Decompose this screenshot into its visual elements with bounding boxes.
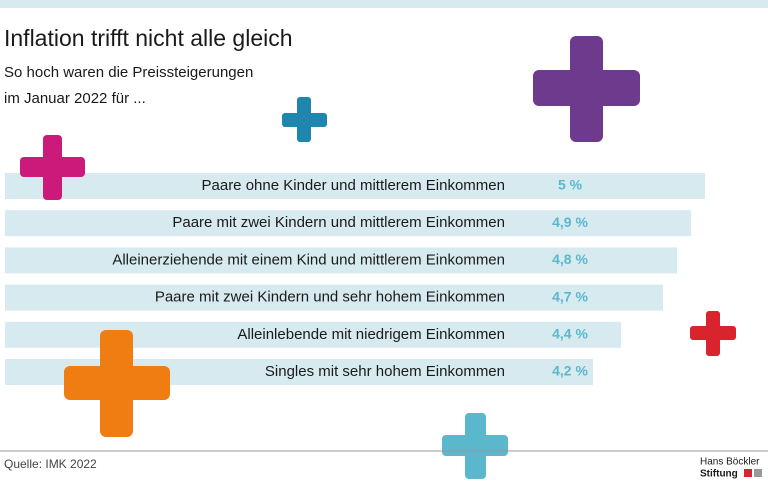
cross (442, 413, 508, 479)
subtitle: So hoch waren die Preissteigerungen (4, 64, 253, 81)
category-label: Singles mit sehr hohem Einkommen (265, 363, 505, 380)
value-label: 4,7 % (552, 288, 588, 304)
category-label: Alleinerziehende mit einem Kind und mitt… (112, 251, 505, 268)
value-label: 4,9 % (552, 214, 588, 230)
cross (282, 97, 327, 142)
value-label: 4,8 % (552, 251, 588, 267)
decoration (20, 36, 736, 479)
cross (64, 330, 170, 437)
bar (5, 173, 705, 199)
logo-mark (754, 469, 762, 477)
category-label: Alleinlebende mit niedrigem Einkommen (237, 326, 505, 343)
cross (690, 311, 736, 356)
cross (533, 36, 640, 142)
category-label: Paare mit zwei Kindern und mittlerem Ein… (172, 214, 505, 231)
top-strip (0, 0, 768, 8)
bar (5, 210, 691, 237)
value-label: 4,4 % (552, 326, 588, 342)
cross (20, 135, 85, 200)
chart-title: Inflation trifft nicht alle gleich (4, 25, 293, 51)
bar (5, 284, 663, 311)
subtitle: im Januar 2022 für ... (4, 90, 146, 107)
logo-mark (744, 469, 752, 477)
logo-text: Stiftung (700, 469, 738, 480)
value-label: 4,2 % (552, 363, 588, 379)
bar (5, 247, 677, 274)
value-label: 5 % (558, 177, 583, 193)
source: Quelle: IMK 2022 (4, 457, 97, 471)
category-label: Paare ohne Kinder und mittlerem Einkomme… (202, 177, 506, 194)
category-label: Paare mit zwei Kindern und sehr hohem Ei… (155, 289, 505, 306)
logo-text: Hans Böckler (700, 457, 760, 468)
